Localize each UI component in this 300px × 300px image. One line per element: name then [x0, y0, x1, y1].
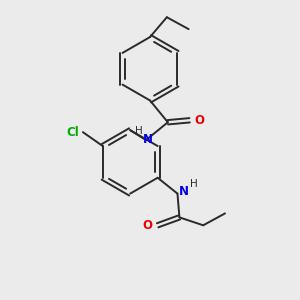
Text: H: H — [190, 178, 198, 189]
Text: N: N — [143, 133, 153, 146]
Text: Cl: Cl — [66, 126, 79, 139]
Text: O: O — [195, 114, 205, 127]
Text: N: N — [178, 185, 188, 198]
Text: H: H — [135, 126, 143, 136]
Text: O: O — [143, 219, 153, 232]
